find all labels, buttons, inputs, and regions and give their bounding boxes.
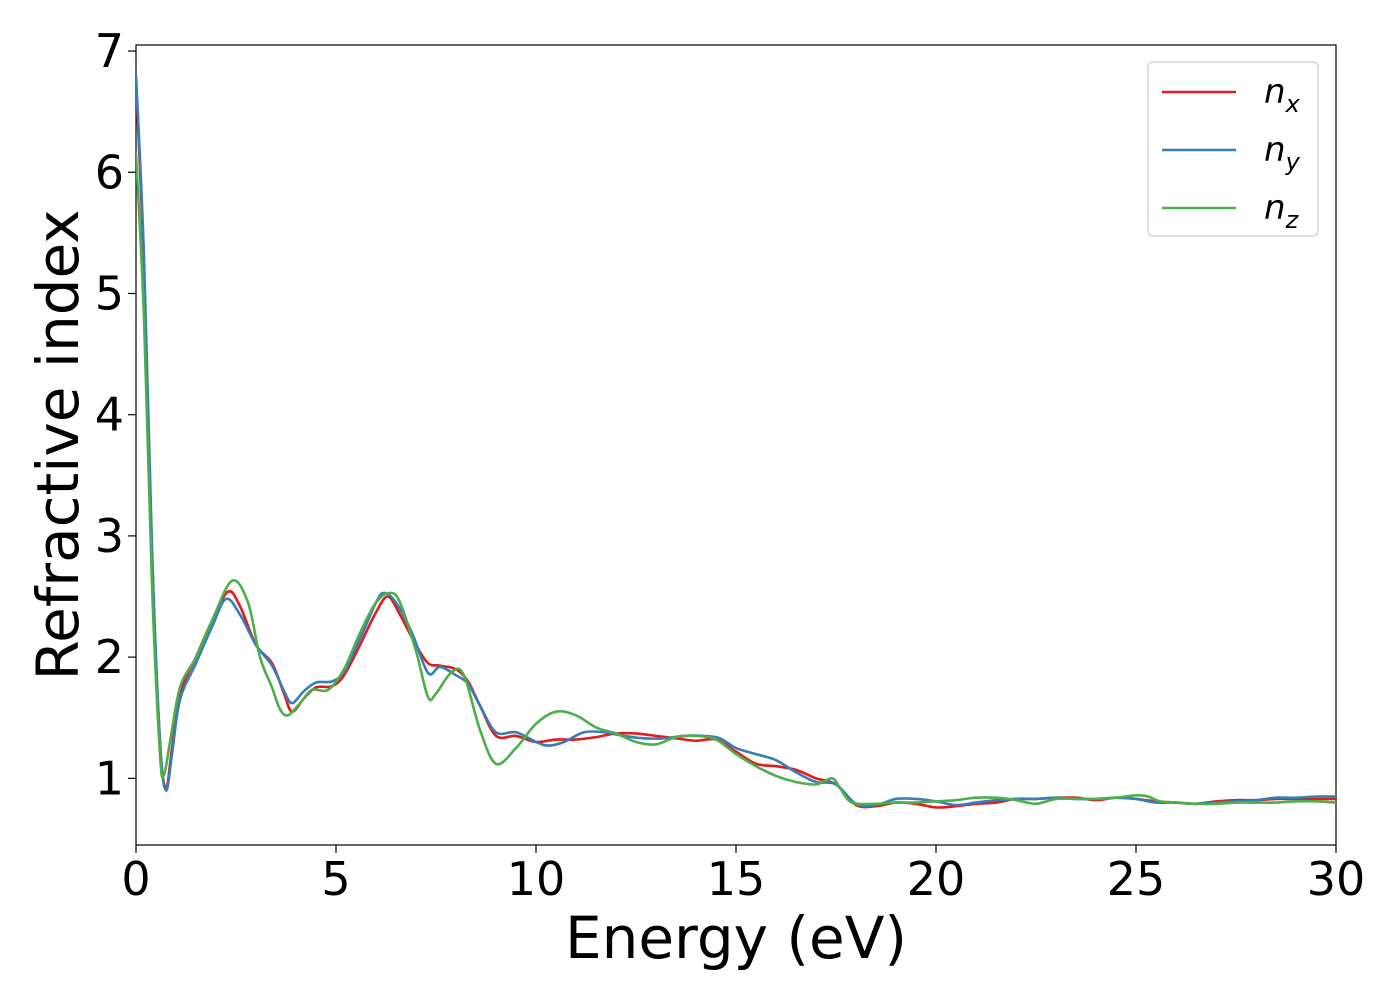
legend-label-nx: nx: [1264, 72, 1301, 118]
x-axis-label: Energy (eV): [565, 904, 907, 972]
x-axis: 0 5 10 15 20 25 30: [121, 845, 1365, 906]
x-tick-label: 5: [321, 852, 350, 906]
y-tick-label: 4: [95, 388, 124, 442]
y-tick-label: 1: [95, 751, 124, 805]
y-axis-label: Refractive index: [24, 209, 92, 680]
legend-label-ny: ny: [1264, 130, 1301, 176]
y-tick-label: 5: [95, 266, 124, 320]
y-tick-label: 7: [95, 24, 124, 78]
y-axis: 1 2 3 4 5 6 7: [95, 24, 136, 805]
series-layer: [136, 74, 1336, 809]
legend-label-subscript: y: [1285, 148, 1301, 176]
legend-label-nz: nz: [1264, 188, 1300, 234]
legend-label-subscript: z: [1285, 206, 1300, 234]
y-tick-label: 6: [95, 145, 124, 199]
series-line-nz: [136, 152, 1336, 806]
x-tick-label: 0: [121, 852, 150, 906]
y-tick-label: 3: [95, 509, 124, 563]
legend-label-main: n: [1264, 188, 1286, 228]
x-tick-label: 10: [507, 852, 566, 906]
x-tick-label: 20: [907, 852, 966, 906]
legend-label-subscript: x: [1285, 90, 1301, 118]
x-tick-label: 30: [1307, 852, 1366, 906]
y-tick-label: 2: [95, 630, 124, 684]
legend-label-main: n: [1264, 72, 1286, 112]
x-tick-label: 15: [707, 852, 766, 906]
legend-label-main: n: [1264, 130, 1286, 170]
x-tick-label: 25: [1107, 852, 1166, 906]
